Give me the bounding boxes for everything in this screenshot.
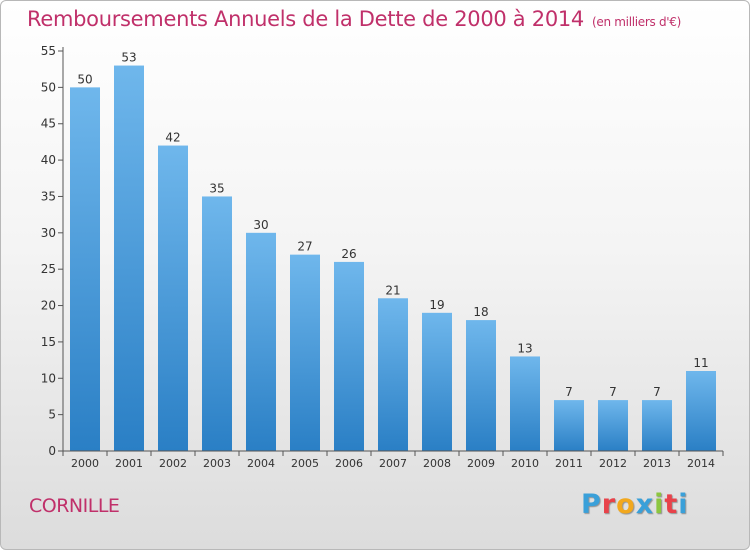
y-tick-label: 0 <box>48 444 56 458</box>
bar <box>466 320 496 451</box>
bar-value-label: 18 <box>473 305 488 319</box>
x-tick-label: 2010 <box>511 457 539 470</box>
logo-letter: t <box>664 489 679 520</box>
proxiti-logo[interactable]: Proxiti <box>581 489 689 520</box>
bar-value-label: 7 <box>565 385 573 399</box>
x-axis: 2000 2001 2002 2003 2004 2005 2006 2007 2008 2009… <box>62 450 724 470</box>
commune-name: CORNILLE <box>29 495 120 517</box>
logo-letter: i <box>654 489 665 520</box>
chart-title-text: Remboursements Annuels de la Dette de 20… <box>27 7 584 31</box>
bar-value-label: 30 <box>253 218 268 232</box>
bar-value-label: 11 <box>693 356 708 370</box>
y-tick-label: 55 <box>41 44 56 58</box>
y-tick-label: 35 <box>41 189 56 203</box>
bar <box>114 65 144 451</box>
x-tick-label: 2008 <box>423 457 451 470</box>
bar <box>246 232 276 451</box>
bar-value-label: 19 <box>429 298 444 312</box>
logo-letter: i <box>678 489 689 520</box>
x-tick-label: 2013 <box>643 457 671 470</box>
logo-letter: r <box>601 489 617 520</box>
x-tick-label: 2003 <box>203 457 231 470</box>
y-tick-label: 20 <box>41 299 56 313</box>
y-tick-label: 40 <box>41 153 56 167</box>
bar <box>290 254 320 451</box>
chart-unit: (en milliers d'€) <box>592 15 682 29</box>
y-axis: 0 5 10 15 20 25 30 35 40 45 50 55 <box>41 44 64 458</box>
x-tick-label: 2011 <box>555 457 583 470</box>
y-tick-label: 15 <box>41 335 56 349</box>
y-tick-label: 30 <box>41 226 56 240</box>
x-tick-label: 2009 <box>467 457 495 470</box>
bar-value-label: 35 <box>209 181 224 195</box>
bar-value-label: 27 <box>297 240 312 254</box>
bar-value-label: 42 <box>165 131 180 145</box>
bar <box>378 298 408 451</box>
bar <box>598 400 628 451</box>
x-tick-label: 2006 <box>335 457 363 470</box>
bar <box>422 312 452 451</box>
bar <box>70 87 100 451</box>
y-tick-label: 10 <box>41 371 56 385</box>
x-tick-label: 2000 <box>71 457 99 470</box>
x-tick-label: 2007 <box>379 457 407 470</box>
y-tick-label: 25 <box>41 262 56 276</box>
bar <box>686 371 716 451</box>
bar-value-label: 50 <box>77 72 92 86</box>
y-tick-label: 5 <box>48 408 56 422</box>
logo-letter: o <box>616 489 636 520</box>
logo-letter: x <box>635 489 655 520</box>
x-tick-label: 2014 <box>687 457 715 470</box>
bar-value-label: 13 <box>517 341 532 355</box>
bar <box>642 400 672 451</box>
chart-title: Remboursements Annuels de la Dette de 20… <box>27 7 681 31</box>
bars: 50 53 42 35 30 27 26 21 19 18 13 7 7 7 11 <box>70 51 716 451</box>
x-tick-label: 2012 <box>599 457 627 470</box>
x-tick-label: 2001 <box>115 457 143 470</box>
bar-value-label: 7 <box>609 385 617 399</box>
bar <box>158 145 188 451</box>
bar <box>202 196 232 451</box>
bar <box>554 400 584 451</box>
bar-value-label: 53 <box>121 51 136 65</box>
y-tick-label: 45 <box>41 117 56 131</box>
x-tick-label: 2004 <box>247 457 275 470</box>
bar-value-label: 21 <box>385 283 400 297</box>
y-tick-label: 50 <box>41 80 56 94</box>
logo-letter: P <box>581 489 602 520</box>
x-tick-label: 2002 <box>159 457 187 470</box>
bar <box>510 356 540 451</box>
bar-value-label: 7 <box>653 385 661 399</box>
bar-value-label: 26 <box>341 247 356 261</box>
x-tick-label: 2005 <box>291 457 319 470</box>
bar <box>334 261 364 451</box>
